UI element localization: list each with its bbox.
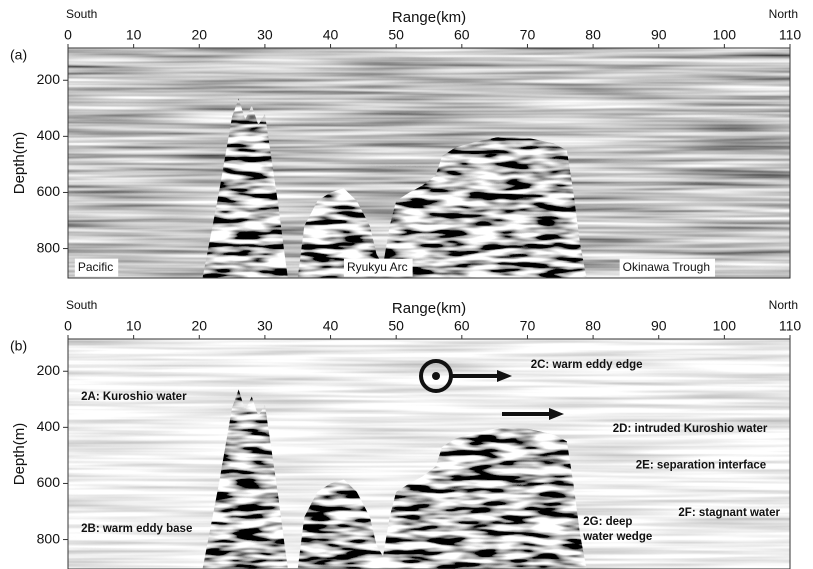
panels: Range(km) South North (a) Depth(m) 0 10 20 30 40 5…: [10, 7, 801, 569]
annotation-box: [74, 258, 119, 277]
annotation: 2C: warm eddy edge: [531, 359, 643, 371]
x-axis-label: Range(km): [392, 9, 466, 26]
panel: Range(km) South North (b) Depth(m) 0 10 20 30 40 5…: [10, 298, 801, 569]
right-label: North: [769, 7, 798, 21]
x-tick-label: 10: [126, 27, 142, 43]
y-axis-label: Depth(m): [11, 132, 28, 195]
arrow-head: [497, 370, 512, 382]
annotation: Pacific: [78, 260, 113, 274]
x-tick-label: 0: [64, 318, 72, 334]
annotation: 2F: stagnant water: [678, 507, 780, 519]
x-tick-label: 50: [388, 318, 404, 334]
x-tick-label: 100: [713, 27, 737, 43]
y-tick-label: 800: [37, 239, 61, 255]
annotation: 2G: deep: [583, 516, 632, 528]
panel-label: (a): [10, 47, 27, 63]
x-tick-label: 50: [388, 27, 404, 43]
x-tick-label: 40: [323, 27, 339, 43]
y-tick-label: 400: [37, 418, 61, 434]
annotation: 2E: separation interface: [636, 459, 766, 471]
y-tick-label: 200: [37, 71, 61, 87]
x-tick-label: 10: [126, 318, 142, 334]
y-tick-label: 600: [37, 474, 61, 490]
annotation: water wedge: [582, 531, 652, 543]
annotation: Okinawa Trough: [623, 260, 710, 274]
x-tick-label: 110: [779, 318, 802, 334]
annotation: 2D: intruded Kuroshio water: [613, 423, 768, 435]
arrow-head: [549, 408, 564, 420]
plot-frame: [67, 338, 791, 569]
plot-frame: [67, 47, 791, 279]
x-tick-label: 60: [454, 318, 470, 334]
y-axis-label: Depth(m): [11, 423, 28, 486]
x-tick-label: 80: [585, 27, 601, 43]
x-tick-label: 30: [257, 318, 273, 334]
annotation-box: [619, 258, 716, 277]
panel-label: (b): [10, 338, 27, 354]
x-tick-label: 70: [520, 318, 536, 334]
x-tick-label: 0: [64, 27, 72, 43]
y-tick-label: 800: [37, 530, 61, 546]
x-tick-label: 80: [585, 318, 601, 334]
y-tick-label: 400: [37, 127, 61, 143]
x-tick-label: 20: [191, 318, 207, 334]
eddy-symbols: [419, 359, 564, 420]
x-axis-label: Range(km): [392, 300, 466, 317]
x-tick-label: 110: [779, 27, 802, 43]
eddy-dot: [432, 372, 440, 380]
annotation: 2B: warm eddy base: [81, 523, 192, 535]
annotation: Ryukyu Arc: [347, 260, 408, 274]
x-tick-label: 90: [651, 318, 667, 334]
left-label: South: [66, 7, 97, 21]
x-tick-label: 20: [191, 27, 207, 43]
y-tick-label: 600: [37, 183, 61, 199]
panel: Range(km) South North (a) Depth(m) 0 10 20 30 40 5…: [10, 7, 802, 279]
left-label: South: [66, 298, 97, 312]
x-tick-label: 70: [520, 27, 536, 43]
annotation-box: [343, 258, 413, 277]
x-tick-label: 90: [651, 27, 667, 43]
y-tick-label: 200: [37, 362, 61, 378]
annotation: 2A: Kuroshio water: [81, 391, 187, 403]
x-tick-label: 60: [454, 27, 470, 43]
right-label: North: [769, 298, 798, 312]
x-tick-label: 30: [257, 27, 273, 43]
x-tick-label: 100: [713, 318, 737, 334]
x-tick-label: 40: [323, 318, 339, 334]
